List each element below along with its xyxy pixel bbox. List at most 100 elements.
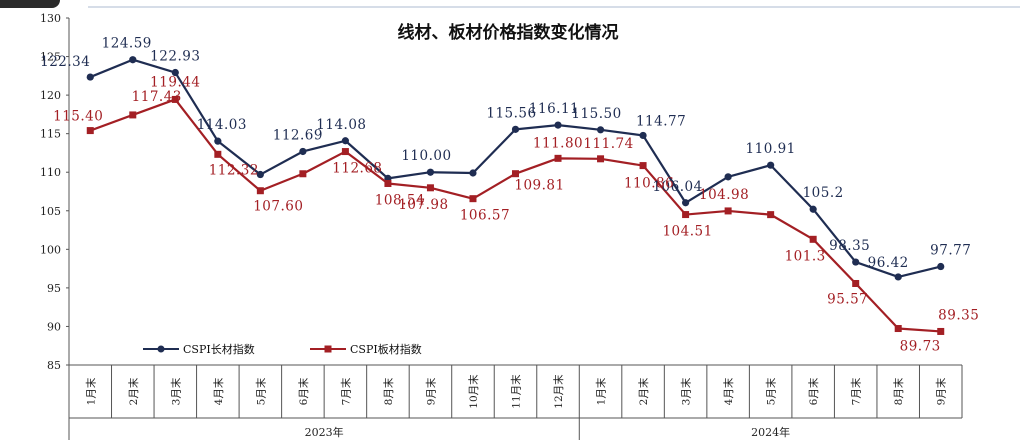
series-1-point <box>937 262 945 271</box>
data-label: 116.11 <box>529 101 579 117</box>
series-1-point <box>426 168 435 176</box>
series-2-point <box>852 279 860 287</box>
x-tick-label: 10月末 <box>467 374 480 409</box>
legend-label-2: CSPI板材指数 <box>350 342 422 356</box>
series-1-point <box>299 147 307 156</box>
series-1-point <box>171 68 179 77</box>
x-tick-label: 1月末 <box>84 377 97 405</box>
series-2-point <box>937 327 945 335</box>
data-label: 124.59 <box>102 36 152 52</box>
data-label: 108.54 <box>375 192 425 208</box>
x-tick-label: 4月末 <box>212 377 225 405</box>
y-tick-label: 100 <box>40 243 61 256</box>
x-tick-label: 11月末 <box>510 374 523 409</box>
data-label: 122.93 <box>150 49 200 65</box>
x-tick-label: 4月末 <box>722 377 735 405</box>
data-label: 114.03 <box>197 117 247 133</box>
x-tick-label: 3月末 <box>680 377 693 405</box>
data-label: 104.98 <box>699 187 749 203</box>
series-2-point <box>512 170 519 178</box>
chart-title: 线材、板材价格指数变化情况 <box>398 22 619 43</box>
series-layer <box>86 56 945 335</box>
legend-marker-2 <box>324 345 332 353</box>
x-tick-label: 2月末 <box>127 377 140 405</box>
data-label: 89.35 <box>938 307 979 323</box>
data-label: 110.00 <box>401 148 451 164</box>
series-1-point <box>511 125 520 133</box>
series-2-point <box>639 162 647 170</box>
x-tick-label: 9月末 <box>935 377 948 405</box>
x-tick-label: 5月末 <box>254 377 267 405</box>
data-label: 114.77 <box>636 113 686 129</box>
series-1-point <box>341 137 350 145</box>
x-tick-label: 12月末 <box>552 374 565 409</box>
series-1-point <box>767 161 775 169</box>
x-tick-label: 2月末 <box>637 377 650 405</box>
y-tick-label: 130 <box>40 12 61 25</box>
series-2-point <box>724 207 732 215</box>
y-tick-label: 95 <box>47 282 61 295</box>
series-2-point <box>171 95 179 103</box>
data-label: 97.77 <box>930 243 971 259</box>
series-2-point <box>767 211 775 219</box>
series-2-point <box>129 111 137 119</box>
x-tick-label: 8月末 <box>382 377 395 405</box>
window-corner-decoration <box>0 0 60 8</box>
series-1-point <box>894 273 902 281</box>
data-label: 106.04 <box>652 179 702 195</box>
x-tick-label: 5月末 <box>765 377 778 405</box>
series-1-point <box>256 170 264 179</box>
x-tick-label: 6月末 <box>297 377 310 405</box>
series-2-point <box>341 148 349 156</box>
data-label: 107.60 <box>253 199 303 215</box>
series-2-point <box>426 184 434 192</box>
y-tick-label: 85 <box>47 359 61 372</box>
top-divider <box>88 6 1020 8</box>
data-label: 114.08 <box>316 117 366 133</box>
y-tick-label: 120 <box>40 89 61 102</box>
data-label: 95.57 <box>827 291 868 307</box>
series-1-point <box>129 56 137 64</box>
series-1-point <box>214 137 222 145</box>
series-2-point <box>554 154 562 162</box>
series-2-point <box>299 170 307 178</box>
year-label: 2023年 <box>305 425 344 439</box>
data-label: 98.35 <box>829 238 870 254</box>
data-label: 115.56 <box>486 105 536 121</box>
series-2-point <box>809 235 817 243</box>
series-2-point <box>682 211 690 219</box>
series-1-point <box>809 205 817 213</box>
x-tick-label: 6月末 <box>807 377 820 405</box>
series-1-point <box>639 131 647 140</box>
series-1-point <box>596 126 605 134</box>
y-tick-label: 115 <box>40 128 61 141</box>
series-2-point <box>86 127 94 135</box>
data-label: 112.68 <box>332 161 382 177</box>
x-tick-label: 3月末 <box>169 377 182 405</box>
series-2-point <box>469 195 477 203</box>
series-2-point <box>214 150 222 158</box>
series-2-point <box>256 187 264 195</box>
data-label: 117.43 <box>132 89 182 105</box>
legend-marker-1 <box>157 345 165 353</box>
series-1-point <box>681 199 690 207</box>
data-label: 119.44 <box>150 74 200 90</box>
data-label: 107.98 <box>398 197 448 213</box>
data-label: 101.3 <box>785 248 826 264</box>
x-tick-label: 7月末 <box>339 377 352 405</box>
series-2-point <box>597 155 605 163</box>
series-2-point <box>894 325 902 333</box>
data-label: 89.73 <box>900 339 941 355</box>
chart-axes: 85 90 95 100 105 110 115 120 125 130 1月末 2月末 3月末 4月末 5… <box>40 12 963 440</box>
data-label: 106.57 <box>460 208 510 224</box>
legend: CSPI长材指数 CSPI板材指数 <box>143 342 422 356</box>
series-1-point <box>852 258 860 266</box>
data-label: 110.91 <box>746 141 796 157</box>
data-label: 115.50 <box>571 106 621 122</box>
series-1-point <box>724 173 732 181</box>
series-1-point <box>469 169 477 177</box>
data-label: 105.2 <box>803 185 844 201</box>
data-label: 104.51 <box>662 224 712 240</box>
x-tick-label: 9月末 <box>424 377 437 405</box>
